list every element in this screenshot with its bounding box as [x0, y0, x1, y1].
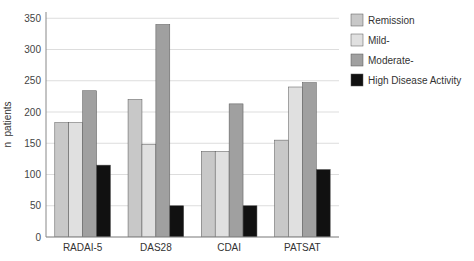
- bar: [55, 123, 69, 237]
- x-tick-label: DAS28: [140, 242, 172, 253]
- bar: [215, 151, 229, 237]
- bar: [170, 206, 184, 237]
- legend-label: Remission: [368, 15, 415, 26]
- legend-label: High Disease Activity: [368, 75, 461, 86]
- bar: [69, 123, 83, 237]
- bar: [142, 145, 156, 238]
- x-tick-label: CDAI: [217, 242, 241, 253]
- legend-swatch: [351, 54, 363, 66]
- legend-label: Moderate-: [368, 55, 414, 66]
- y-tick-label: 200: [24, 107, 41, 118]
- bar: [156, 25, 170, 238]
- y-tick-label: 350: [24, 13, 41, 24]
- y-tick-label: 150: [24, 138, 41, 149]
- grid-line: [46, 80, 339, 81]
- y-tick-label: 100: [24, 169, 41, 180]
- grid-line: [46, 18, 339, 19]
- legend-swatch: [351, 74, 363, 86]
- legend: Remission Mild- Moderate- High Disease Acti…: [351, 14, 461, 86]
- bar: [316, 170, 330, 238]
- x-axis-line: [46, 237, 339, 238]
- bar: [128, 100, 142, 238]
- bar: [229, 104, 243, 237]
- x-tick-label: PATSAT: [284, 242, 321, 253]
- legend-swatch: [351, 14, 363, 26]
- legend-swatch: [351, 34, 363, 46]
- y-tick-label: 50: [30, 200, 42, 211]
- bar: [243, 206, 257, 237]
- y-tick-label: 0: [35, 232, 41, 243]
- bar: [97, 165, 111, 237]
- y-tick-label: 300: [24, 44, 41, 55]
- bars: [55, 25, 330, 238]
- x-tick-label: RADAI-5: [63, 242, 103, 253]
- y-axis-line: [46, 12, 47, 237]
- bar: [275, 140, 289, 237]
- chart: 0 50 100 150 200 250 300 350 n patients RADAI-5 DA…: [0, 0, 474, 261]
- grid-line: [46, 237, 339, 238]
- bar: [201, 151, 215, 237]
- y-tick-label: 250: [24, 75, 41, 86]
- grid-line: [46, 49, 339, 50]
- bar: [83, 91, 97, 237]
- y-axis-label: n patients: [2, 101, 13, 147]
- bar: [288, 87, 302, 237]
- bar: [302, 83, 316, 237]
- legend-label: Mild-: [368, 35, 390, 46]
